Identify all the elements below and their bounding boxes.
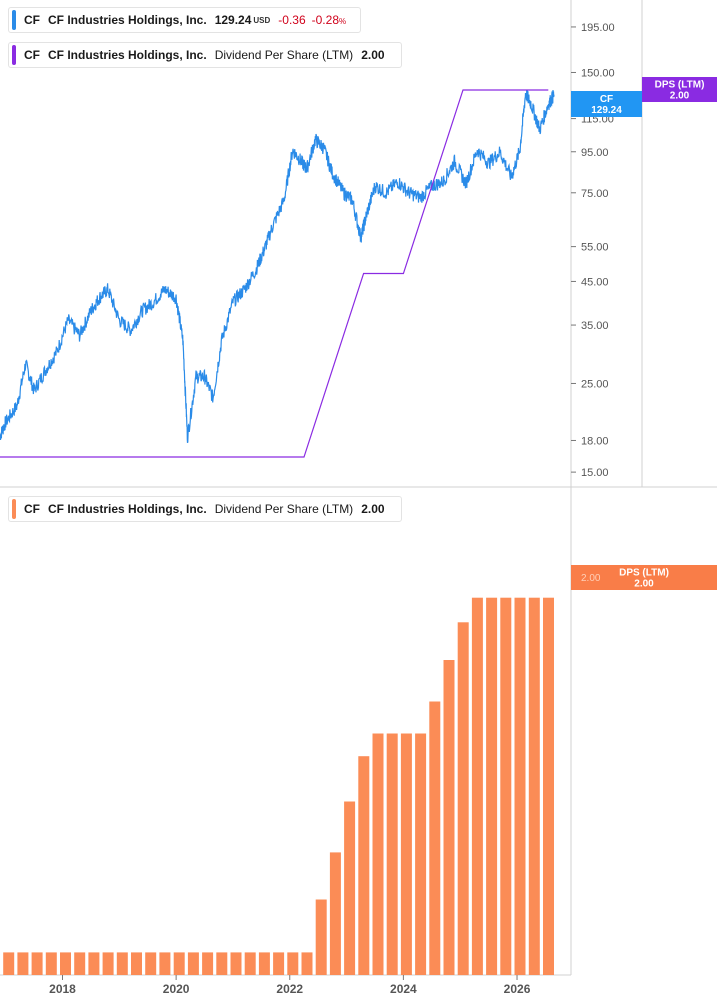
legend-ticker: CF <box>24 502 40 516</box>
bottom-axis-value: 2.00 <box>581 573 601 584</box>
legend-dps-bottom[interactable]: CF CF Industries Holdings, Inc. Dividend… <box>8 496 402 522</box>
dividend-bar <box>500 597 512 975</box>
dividend-bar <box>301 952 313 975</box>
dividend-bar <box>486 597 498 975</box>
dividend-bar <box>102 952 114 975</box>
dividend-bar <box>74 952 86 975</box>
dividend-bar <box>287 952 299 975</box>
dps-top-badge-value: 2.00 <box>670 91 690 102</box>
price-series-line <box>0 89 555 444</box>
legend-company: CF Industries Holdings, Inc. <box>48 13 207 27</box>
price-series-swatch <box>12 10 16 30</box>
price-pane <box>0 89 555 458</box>
dividend-bar <box>415 733 427 975</box>
legend-ticker: CF <box>24 48 40 62</box>
dividend-bar <box>514 597 526 975</box>
dividend-bar <box>315 899 327 975</box>
dividend-bar <box>443 660 455 975</box>
dividend-bar <box>88 952 100 975</box>
legend-ticker: CF <box>24 13 40 27</box>
legend-price-value: 129.24 <box>214 13 252 27</box>
dividend-bar <box>173 952 185 975</box>
legend-company: CF Industries Holdings, Inc. <box>48 48 207 62</box>
dividend-bar <box>187 952 199 975</box>
dps-bottom-badge: DPS (LTM)2.00 <box>571 565 717 590</box>
dividend-bar-pane <box>3 597 554 976</box>
dividend-bar <box>358 756 370 975</box>
y-tick-label: 150.00 <box>581 67 615 79</box>
y-tick-label: 15.00 <box>581 467 609 479</box>
dividend-bar <box>258 952 270 975</box>
legend-currency: USD <box>253 15 271 25</box>
dividend-bar <box>216 952 228 975</box>
legend-price[interactable]: CF CF Industries Holdings, Inc. 129.24 U… <box>8 7 362 33</box>
legend-change-pct: -0.28% <box>311 13 347 27</box>
price-badge-bg <box>571 91 642 117</box>
dps-bottom-badge-bg <box>571 565 717 590</box>
x-tick-label: 2018 <box>49 982 76 996</box>
y-tick-label: 25.00 <box>581 378 609 390</box>
legend-value: 2.00 <box>361 48 385 62</box>
dividend-bar <box>329 852 341 975</box>
y-tick-label: 95.00 <box>581 147 609 159</box>
legend-metric: Dividend Per Share (LTM) <box>214 48 354 62</box>
dps-bottom-badge-value: 2.00 <box>634 579 654 590</box>
dividend-bar <box>202 952 214 975</box>
dividend-bar <box>429 701 441 975</box>
y-tick-label: 195.00 <box>581 22 615 34</box>
dividend-bar <box>145 952 157 975</box>
legend-value: 2.00 <box>361 502 385 516</box>
price-badge-value: 129.24 <box>591 105 622 116</box>
x-tick-label: 2020 <box>163 982 190 996</box>
dividend-bar <box>244 952 256 975</box>
dps-top-badge: DPS (LTM)2.00 <box>642 77 717 102</box>
bar-series-swatch <box>12 499 16 519</box>
dividend-bar <box>457 622 469 976</box>
dividend-bar <box>386 733 398 975</box>
dividend-bar <box>116 952 128 975</box>
x-tick-label: 2022 <box>276 982 303 996</box>
y-tick-label: 35.00 <box>581 320 609 332</box>
y-tick-label: 45.00 <box>581 276 609 288</box>
dividend-bar <box>45 952 57 975</box>
y-tick-label: 55.00 <box>581 242 609 254</box>
dps-top-badge-bg <box>642 77 717 102</box>
dividend-bar <box>543 597 554 975</box>
y-tick-label: 18.00 <box>581 435 609 447</box>
dividend-bar <box>60 952 71 975</box>
dps-series-line <box>0 89 549 458</box>
dividend-bar <box>344 801 356 975</box>
dividend-bar <box>17 952 29 975</box>
x-tick-label: 2026 <box>504 982 531 996</box>
dividend-bar <box>471 597 483 975</box>
dividend-bar <box>372 733 384 975</box>
legend-company: CF Industries Holdings, Inc. <box>48 502 207 516</box>
dividend-bar <box>159 952 171 975</box>
legend-change: -0.36 <box>278 13 306 27</box>
dividend-bar <box>131 952 142 975</box>
dividend-bar <box>31 952 43 975</box>
dividend-bar <box>400 733 412 975</box>
dps-top-badge-label: DPS (LTM) <box>655 80 705 91</box>
y-tick-label: 75.00 <box>581 188 609 200</box>
x-tick-label: 2024 <box>390 982 417 996</box>
dividend-bar <box>273 952 285 975</box>
dps-bottom-badge-label: DPS (LTM) <box>619 568 669 579</box>
dividend-bar <box>528 597 540 975</box>
dividend-bar <box>230 952 242 975</box>
legend-dps-top[interactable]: CF CF Industries Holdings, Inc. Dividend… <box>8 42 402 68</box>
dividend-bar <box>3 952 15 975</box>
legend-metric: Dividend Per Share (LTM) <box>214 502 354 516</box>
dps-series-swatch <box>12 45 16 65</box>
price-badge-label: CF <box>600 94 613 105</box>
